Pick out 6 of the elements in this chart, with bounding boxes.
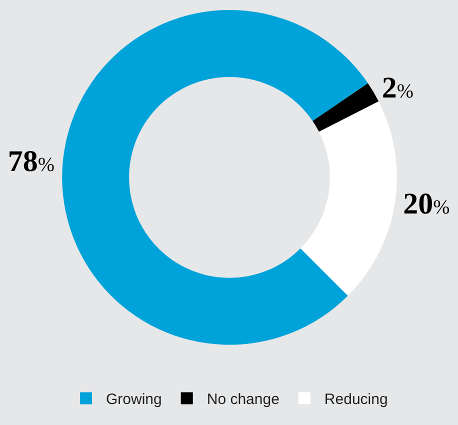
legend-label: Reducing: [324, 391, 388, 408]
legend-label: Growing: [106, 391, 162, 408]
data-label: 78%: [8, 145, 55, 178]
legend-label: No change: [206, 391, 280, 408]
data-label: 2%: [382, 71, 414, 104]
data-label: 20%: [403, 187, 450, 220]
